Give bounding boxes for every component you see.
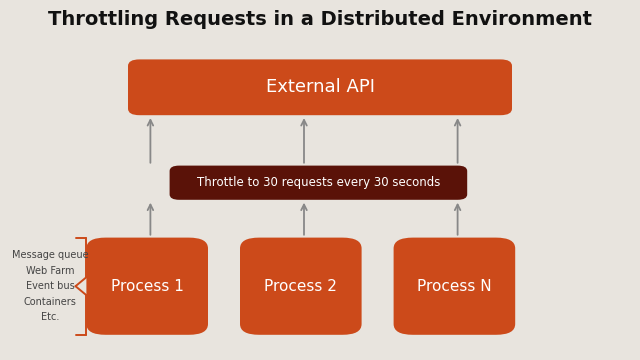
FancyBboxPatch shape: [240, 238, 362, 335]
Text: Web Farm: Web Farm: [26, 266, 74, 276]
Text: External API: External API: [266, 78, 374, 96]
Text: Event bus: Event bus: [26, 281, 74, 291]
FancyBboxPatch shape: [86, 238, 208, 335]
Text: Throttling Requests in a Distributed Environment: Throttling Requests in a Distributed Env…: [48, 10, 592, 29]
FancyBboxPatch shape: [128, 59, 512, 115]
Text: Throttle to 30 requests every 30 seconds: Throttle to 30 requests every 30 seconds: [196, 176, 440, 189]
Text: Process N: Process N: [417, 279, 492, 294]
FancyBboxPatch shape: [170, 166, 467, 200]
Text: Process 1: Process 1: [111, 279, 184, 294]
Text: Containers: Containers: [24, 297, 76, 307]
Text: Process 2: Process 2: [264, 279, 337, 294]
FancyBboxPatch shape: [394, 238, 515, 335]
Text: Etc.: Etc.: [41, 312, 59, 322]
Text: Message queue: Message queue: [12, 250, 88, 260]
